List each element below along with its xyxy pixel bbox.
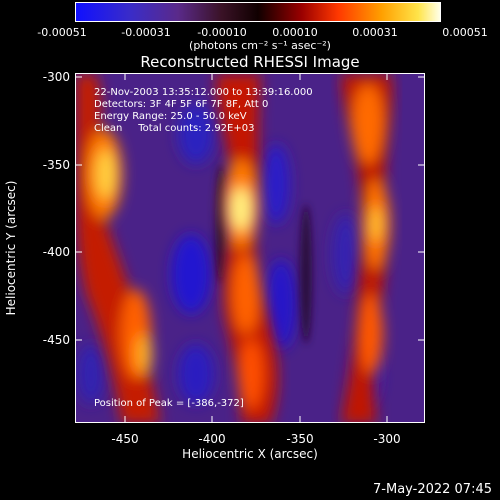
- source-band-left: [76, 74, 161, 422]
- y-tick-label-2: -400: [42, 245, 70, 259]
- x-axis-label: Heliocentric X (arcsec): [182, 447, 318, 461]
- y-tick-label-1: -350: [42, 158, 70, 172]
- annotation-method-counts: Clean Total counts: 2.92E+03: [94, 123, 255, 134]
- colorbar-tick-label-3: 0.00010: [272, 26, 318, 39]
- annotation-peak-position: Position of Peak = [-386,-372]: [94, 398, 244, 409]
- footer-timestamp: 7-May-2022 07:45: [373, 482, 492, 497]
- annotation-energy-range: Energy Range: 25.0 - 50.0 keV: [94, 111, 247, 122]
- colorbar-tick-label-1: -0.00031: [121, 26, 171, 39]
- colorbar: [75, 2, 441, 22]
- source-band-center: [216, 74, 279, 422]
- colorbar-tick-label-4: 0.00031: [352, 26, 398, 39]
- rhessi-heatmap: [76, 74, 424, 422]
- x-tick-label-3: -300: [373, 432, 401, 446]
- colorbar-gradient: [75, 2, 441, 22]
- image-plot-area: 22-Nov-2003 13:35:12.000 to 13:39:16.000…: [75, 73, 425, 423]
- source-band-right: [341, 74, 393, 422]
- x-tick-label-0: -450: [111, 432, 139, 446]
- plot-title: Reconstructed RHESSI Image: [140, 53, 360, 71]
- x-tick-label-1: -400: [198, 432, 226, 446]
- colorbar-tick-label-0: -0.00051: [37, 26, 87, 39]
- annotation-detectors: Detectors: 3F 4F 5F 6F 7F 8F, Att 0: [94, 99, 269, 110]
- y-tick-label-3: -450: [42, 333, 70, 347]
- colorbar-tick-label-2: -0.00010: [197, 26, 247, 39]
- y-axis-label: Heliocentric Y (arcsec): [4, 180, 18, 316]
- x-tick-label-2: -350: [286, 432, 314, 446]
- y-tick-label-0: -300: [42, 70, 70, 84]
- annotation-time-range: 22-Nov-2003 13:35:12.000 to 13:39:16.000: [94, 87, 313, 98]
- colorbar-units: (photons cm⁻² s⁻¹ asec⁻²): [189, 39, 331, 52]
- colorbar-tick-label-5: 0.00051: [442, 26, 488, 39]
